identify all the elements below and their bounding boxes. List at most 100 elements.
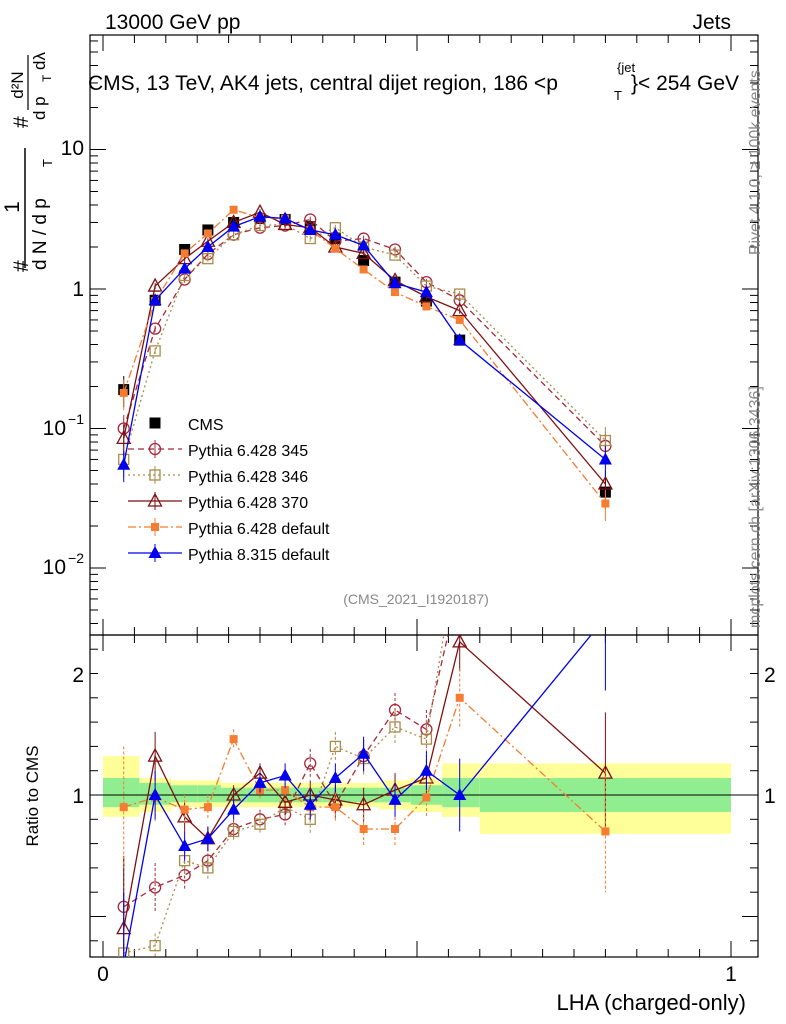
legend-entry-pythia6-345: Pythia 6.428 345 — [128, 440, 308, 460]
data-point — [117, 457, 131, 470]
ylabel-one: 1 — [1, 201, 24, 213]
legend-entry-pythia6-default: Pythia 6.428 default — [128, 518, 330, 538]
data-point — [422, 302, 431, 311]
ytick-label-1e-1-exponent: −1 — [68, 411, 84, 427]
series-line-pythia-6-428-default — [123, 209, 606, 504]
ratio-point — [599, 611, 612, 623]
data-point — [601, 499, 610, 508]
ratio-point — [117, 958, 130, 970]
legend-label-pythia6-346: Pythia 6.428 346 — [188, 469, 308, 486]
data-point — [203, 229, 212, 238]
legend-entry-pythia6-370: Pythia 6.428 370 — [128, 492, 308, 512]
data-point — [389, 249, 401, 261]
xtick-label-1: 1 — [725, 963, 737, 986]
analysis-watermark: (CMS_2021_I1920187) — [343, 591, 489, 607]
ratio-point — [455, 535, 465, 545]
ratio-point — [201, 831, 215, 844]
legend: CMS Pythia 6.428 345 Pythia 6.428 346 Py… — [128, 417, 330, 564]
ylabel-dn: d N / d p — [30, 198, 51, 270]
ratio-ytick-label-1-right: 1 — [764, 785, 776, 808]
data-point — [119, 388, 128, 397]
data-point — [178, 261, 192, 274]
data-point — [597, 475, 613, 490]
ytick-label-1: 1 — [72, 278, 84, 301]
data-point — [202, 253, 214, 265]
data-point — [599, 434, 612, 447]
data-point — [452, 302, 468, 317]
ratio-band-inner — [170, 785, 198, 803]
ratio-point — [281, 786, 290, 795]
rivet-version-label: Rivet 4.1.0, ≥ 100k events — [747, 70, 764, 255]
ratio-point — [202, 862, 214, 874]
legend-symbol — [149, 417, 161, 429]
xtick-label-0: 0 — [97, 963, 109, 986]
ratio-line-pythia-6-428-345 — [123, 635, 449, 908]
data-point — [356, 245, 372, 260]
ratio-y-axis-label: Ratio to CMS — [23, 745, 42, 846]
ytick-label-1e-2-exponent: −2 — [68, 550, 84, 566]
ratio-point — [277, 793, 293, 808]
legend-symbol — [147, 492, 163, 507]
title-sub: T — [614, 88, 622, 103]
energy-label: 13000 GeV pp — [105, 11, 240, 34]
legend-symbol — [148, 546, 162, 558]
data-point — [453, 333, 467, 346]
ratio-point — [359, 825, 368, 834]
main-series-layer — [116, 203, 613, 521]
ratio-point — [304, 757, 317, 770]
title-main: CMS, 13 TeV, AK4 jets, central dijet reg… — [88, 72, 558, 95]
ratio-point — [148, 788, 162, 800]
legend-label-cms: CMS — [188, 417, 224, 434]
ratio-point — [391, 825, 400, 834]
main-y-axis-label: # 1 d N / d p T # d²N d p T dλ — [1, 52, 55, 272]
legend-marker-pythia6-345 — [128, 440, 182, 458]
legend-symbol — [149, 469, 161, 481]
ratio-point — [328, 770, 342, 783]
ratio-point — [356, 796, 372, 811]
ratio-band-inner — [103, 777, 140, 808]
legend-entry-pythia8-default: Pythia 8.315 default — [128, 544, 330, 564]
data-point — [388, 276, 402, 289]
series-line-pythia-6-428-345 — [123, 218, 606, 447]
data-point — [391, 288, 400, 297]
legend-marker-cms — [149, 417, 161, 429]
ratio-point — [180, 805, 189, 814]
ratio-point — [422, 793, 431, 802]
main-plot-frame — [89, 34, 759, 636]
data-point — [149, 345, 161, 357]
ylabel-dpt: d p — [30, 96, 49, 120]
data-point — [229, 205, 238, 214]
legend-symbol — [151, 523, 159, 531]
data-point — [253, 209, 267, 222]
ratio-series-layer — [116, 535, 613, 970]
ratio-point — [229, 735, 238, 744]
source-label: mcplots.cern.ch [arXiv:1306.3436] — [747, 386, 764, 628]
data-point — [359, 265, 368, 274]
main-axis-ticks — [90, 35, 758, 635]
ratio-point — [148, 881, 162, 894]
ratio-point — [147, 747, 163, 762]
data-point — [358, 255, 370, 267]
ratio-plot-frame — [89, 634, 759, 958]
data-point — [598, 452, 612, 465]
ratio-point — [149, 940, 161, 952]
ratio-point — [601, 827, 610, 836]
data-point — [357, 238, 371, 251]
data-point — [116, 429, 132, 444]
ratio-band-inner — [197, 785, 222, 803]
legend-label-pythia8-default: Pythia 8.315 default — [188, 547, 330, 564]
data-point — [328, 227, 342, 240]
ratio-point — [454, 578, 465, 589]
ylabel-hash: # — [10, 260, 33, 272]
data-point — [148, 293, 162, 306]
data-point — [419, 285, 433, 298]
legend-marker-pythia6-370 — [128, 492, 182, 510]
ratio-point — [420, 733, 433, 745]
legend-label-pythia6-default: Pythia 6.428 default — [188, 521, 330, 538]
ratio-point — [389, 721, 401, 733]
series-line-pythia-8-315-default — [123, 216, 606, 465]
x-axis-label: LHA (charged-only) — [556, 990, 746, 1015]
data-point — [331, 244, 340, 253]
legend-label-pythia6-345: Pythia 6.428 345 — [188, 443, 308, 460]
